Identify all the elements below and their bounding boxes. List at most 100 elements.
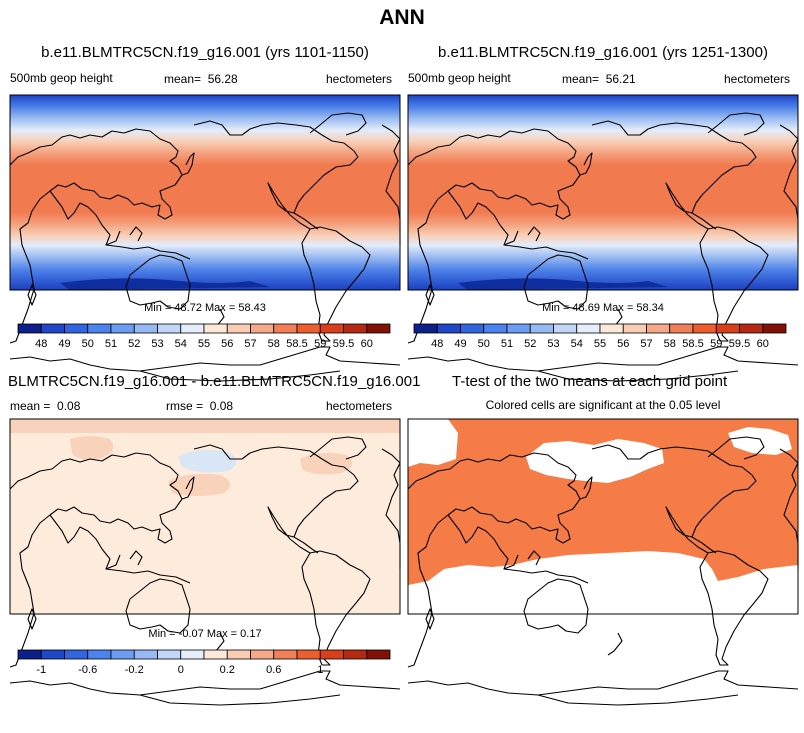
panel3-min-value: -0.07 bbox=[178, 628, 204, 640]
colorbar-absolute-left-tick-label: 53 bbox=[151, 338, 163, 350]
colorbar-absolute-right-swatch bbox=[413, 323, 438, 334]
panel2-units: hectometers bbox=[724, 72, 791, 86]
colorbar-absolute-right-swatch bbox=[553, 323, 578, 334]
colorbar-difference-swatch bbox=[296, 649, 321, 660]
colorbar-absolute-right-swatch bbox=[715, 323, 740, 334]
colorbar-absolute-left-tick-label: 60 bbox=[361, 338, 373, 350]
panel2-min-value: 48.69 bbox=[572, 302, 600, 314]
colorbar-difference-tick-label: 1 bbox=[317, 664, 323, 676]
colorbar-difference-swatch bbox=[110, 649, 135, 660]
panel1-mean-label: mean= bbox=[164, 72, 202, 86]
colorbar-absolute-left-swatch bbox=[366, 323, 391, 334]
panel3-rmse-value: 0.08 bbox=[209, 399, 234, 413]
panel1-map-field bbox=[10, 95, 400, 290]
colorbar-absolute-left-swatch bbox=[226, 323, 251, 334]
panel2-minmax: Min = 48.69 Max = 58.34 bbox=[408, 302, 798, 314]
colorbar-absolute-right-tick-label: 57 bbox=[640, 338, 652, 350]
colorbar-difference-swatch bbox=[343, 649, 368, 660]
colorbar-absolute-right-tick-label: 48 bbox=[431, 338, 443, 350]
colorbar-difference-tick-label: 0.2 bbox=[220, 664, 235, 676]
colorbar-absolute-right-swatch bbox=[576, 323, 601, 334]
panel1-max-value: 58.43 bbox=[238, 302, 266, 314]
colorbar-absolute-right-swatch bbox=[762, 323, 787, 334]
colorbar-absolute-right-swatch bbox=[599, 323, 624, 334]
panel2-mean-label: mean= bbox=[562, 72, 600, 86]
panel1-map bbox=[9, 94, 401, 382]
panel3-max-label: Max = bbox=[206, 628, 238, 640]
panel4-title: T-test of the two means at each grid poi… bbox=[452, 373, 728, 390]
colorbar-absolute-right-swatch bbox=[669, 323, 694, 334]
colorbar-difference-swatch bbox=[87, 649, 112, 660]
colorbar-difference-swatch bbox=[40, 649, 65, 660]
colorbar-absolute-left-tick-label: 50 bbox=[82, 338, 94, 350]
colorbar-absolute-left-swatch bbox=[157, 323, 182, 334]
panel3-mean-label: mean = bbox=[10, 399, 51, 413]
colorbar-absolute-right-swatch bbox=[739, 323, 764, 334]
colorbar-absolute-left-swatch bbox=[319, 323, 344, 334]
colorbar-absolute-right-swatch bbox=[692, 323, 717, 334]
panel4-subtitle: Colored cells are significant at the 0.0… bbox=[485, 398, 721, 412]
colorbar-absolute-left-tick-label: 48 bbox=[35, 338, 47, 350]
colorbar-difference-swatch bbox=[180, 649, 205, 660]
colorbar-absolute-left-swatch bbox=[40, 323, 65, 334]
panel2-max-label: Max = bbox=[603, 302, 634, 314]
colorbar-absolute-right-tick-label: 53 bbox=[547, 338, 559, 350]
colorbar-absolute-right: 48 49 50 51 52 53 54 55 56 57 58 58.5 59 59.5 60 bbox=[413, 323, 787, 350]
colorbar-absolute-left-swatch bbox=[273, 323, 298, 334]
colorbar-absolute-right-tick-label: 59 bbox=[710, 338, 722, 350]
panel3-units: hectometers bbox=[326, 399, 393, 413]
colorbar-absolute-left-tick-label: 58.5 bbox=[286, 338, 307, 350]
colorbar-absolute-left-tick-label: 51 bbox=[105, 338, 117, 350]
colorbar-absolute-right-tick-label: 51 bbox=[501, 338, 513, 350]
colorbar-difference-swatch bbox=[64, 649, 89, 660]
colorbar-absolute-left-swatch bbox=[203, 323, 228, 334]
panel3-mean-value: 0.08 bbox=[57, 399, 81, 413]
panel3-title: BLMTRC5CN.f19_g16.001 - b.e11.BLMTRC5CN.… bbox=[8, 373, 421, 390]
colorbar-difference-swatch bbox=[203, 649, 228, 660]
colorbar-difference-swatch bbox=[17, 649, 42, 660]
colorbar-difference-swatch bbox=[250, 649, 275, 660]
colorbar-difference-swatch bbox=[226, 649, 251, 660]
colorbar-absolute-right-swatch bbox=[483, 323, 508, 334]
colorbar-difference-tick-label: 0 bbox=[178, 664, 184, 676]
panel1-title: b.e11.BLMTRC5CN.f19_g16.001 (yrs 1101-11… bbox=[41, 44, 369, 61]
colorbar-absolute-right-tick-label: 55 bbox=[594, 338, 606, 350]
colorbar-difference-tick-label: 0.6 bbox=[266, 664, 281, 676]
figure-title: ANN bbox=[379, 6, 425, 29]
colorbar-absolute-right-tick-label: 52 bbox=[524, 338, 536, 350]
colorbar-difference-swatch bbox=[273, 649, 298, 660]
colorbar-absolute-right-tick-label: 49 bbox=[454, 338, 466, 350]
colorbar-absolute-right-swatch bbox=[529, 323, 554, 334]
colorbar-absolute-right-tick-label: 54 bbox=[571, 338, 583, 350]
panel1-mean: mean= 56.28 bbox=[164, 72, 238, 86]
panel2-map-field bbox=[408, 95, 798, 290]
panel2-map bbox=[407, 94, 799, 382]
colorbar-absolute-right-swatch bbox=[460, 323, 485, 334]
panel3-rmse-label: rmse = bbox=[166, 399, 204, 413]
colorbar-absolute-left-swatch bbox=[133, 323, 158, 334]
panel1-max-label: Max = bbox=[205, 302, 236, 314]
colorbar-absolute-right-tick-label: 58.5 bbox=[682, 338, 703, 350]
colorbar-absolute-left-tick-label: 49 bbox=[58, 338, 70, 350]
colorbar-absolute-left-tick-label: 59 bbox=[314, 338, 326, 350]
panel3-map bbox=[9, 418, 401, 706]
colorbar-absolute-right-tick-label: 59.5 bbox=[729, 338, 750, 350]
colorbar-difference-swatch bbox=[133, 649, 158, 660]
panel1-units: hectometers bbox=[326, 72, 393, 86]
colorbar-absolute-left-swatch bbox=[64, 323, 89, 334]
colorbar-absolute-left-tick-label: 52 bbox=[128, 338, 140, 350]
panel1-minmax: Min = 48.72 Max = 58.43 bbox=[10, 302, 400, 314]
panel2-variable-label: 500mb geop height bbox=[408, 71, 511, 85]
colorbar-absolute-left-tick-label: 59.5 bbox=[333, 338, 354, 350]
panel1-mean-value: 56.28 bbox=[207, 72, 238, 86]
colorbar-absolute-left-swatch bbox=[180, 323, 205, 334]
panel4-map bbox=[407, 418, 799, 706]
colorbar-absolute-left-swatch bbox=[296, 323, 321, 334]
colorbar-difference-tick-label: -0.2 bbox=[125, 664, 144, 676]
panel3-rmse: rmse = 0.08 bbox=[166, 399, 233, 413]
colorbar-absolute-left-tick-label: 58 bbox=[268, 338, 280, 350]
panel2-mean: mean= 56.21 bbox=[562, 72, 636, 86]
colorbar-difference-swatch bbox=[319, 649, 344, 660]
colorbar-difference-tick-label: -1 bbox=[36, 664, 46, 676]
